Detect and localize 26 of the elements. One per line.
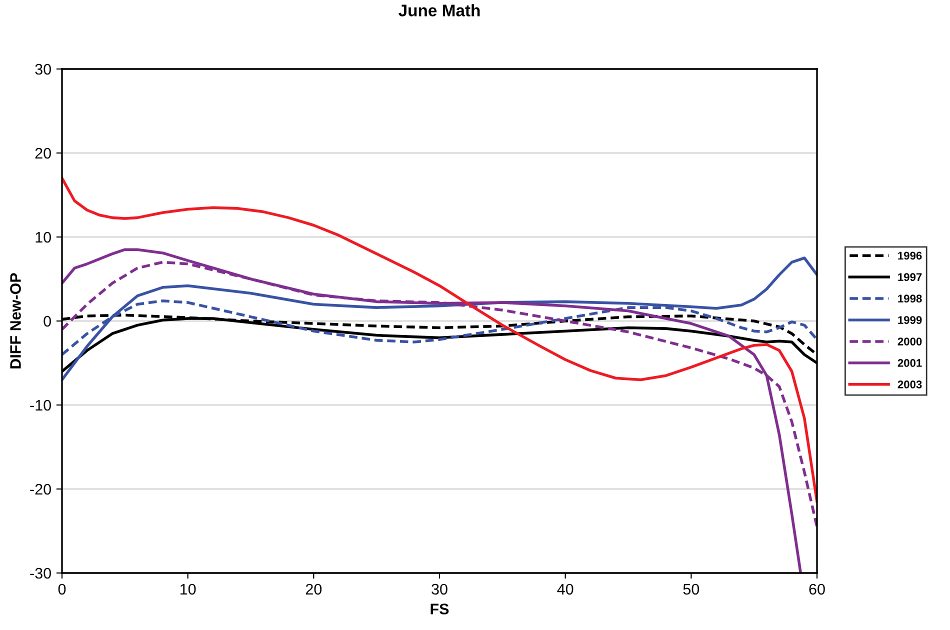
x-axis-title: FS	[430, 604, 449, 614]
y-axis-title: DIFF New-OP	[10, 273, 21, 368]
legend-label: 1996	[898, 252, 922, 260]
y-tick-label: 30	[35, 64, 51, 75]
legend-label: 2001	[898, 359, 922, 367]
y-tick-label: -30	[30, 568, 51, 579]
line-series	[62, 256, 817, 382]
y-tick-label: 20	[35, 148, 51, 159]
chart-title: June Math	[398, 4, 480, 16]
line-series	[62, 176, 817, 503]
x-tick-label: 20	[306, 584, 322, 595]
legend-label: 1999	[898, 316, 922, 324]
x-tick-label: 50	[683, 584, 700, 595]
legend-label: 1998	[898, 294, 922, 303]
y-tick-label: 0	[44, 316, 51, 327]
y-tick-label: -10	[30, 400, 51, 411]
y-tick-label: -20	[30, 484, 51, 495]
legend-label: 2000	[898, 338, 922, 346]
x-tick-label: 0	[58, 584, 66, 595]
x-tick-label: 30	[432, 584, 448, 595]
legend-label: 1997	[898, 273, 922, 282]
legend-label: 2003	[898, 380, 922, 388]
x-tick-label: 10	[180, 584, 196, 595]
x-tick-label: 60	[809, 584, 825, 595]
y-tick-label: 10	[36, 232, 51, 243]
x-tick-label: 40	[557, 584, 574, 595]
